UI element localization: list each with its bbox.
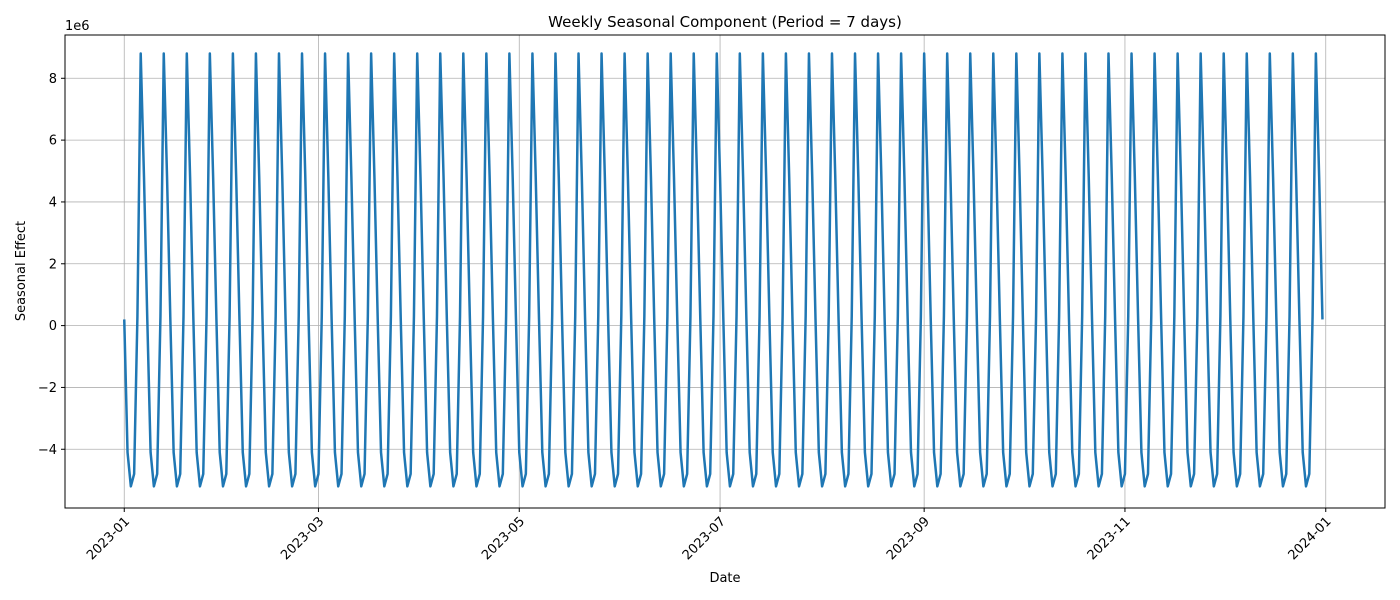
x-axis-title: Date	[709, 571, 740, 586]
series-line-seasonal	[123, 52, 1324, 488]
y-tick-label: 0	[49, 319, 57, 334]
plot-frame	[64, 34, 1386, 509]
chart-title: Weekly Seasonal Component (Period = 7 da…	[548, 13, 902, 31]
y-tick-label: −4	[38, 443, 57, 458]
y-tick-label: 2	[49, 257, 57, 272]
y-scale-label: 1e6	[65, 19, 90, 34]
y-axis-ticks: −4 −2 0 2 4 6 8	[38, 72, 65, 458]
y-tick-label: 4	[49, 195, 57, 210]
y-axis-title: Seasonal Effect	[14, 221, 29, 321]
y-tick-label: 8	[49, 72, 57, 87]
y-tick-label: −2	[38, 381, 57, 396]
y-tick-label: 6	[49, 134, 57, 149]
